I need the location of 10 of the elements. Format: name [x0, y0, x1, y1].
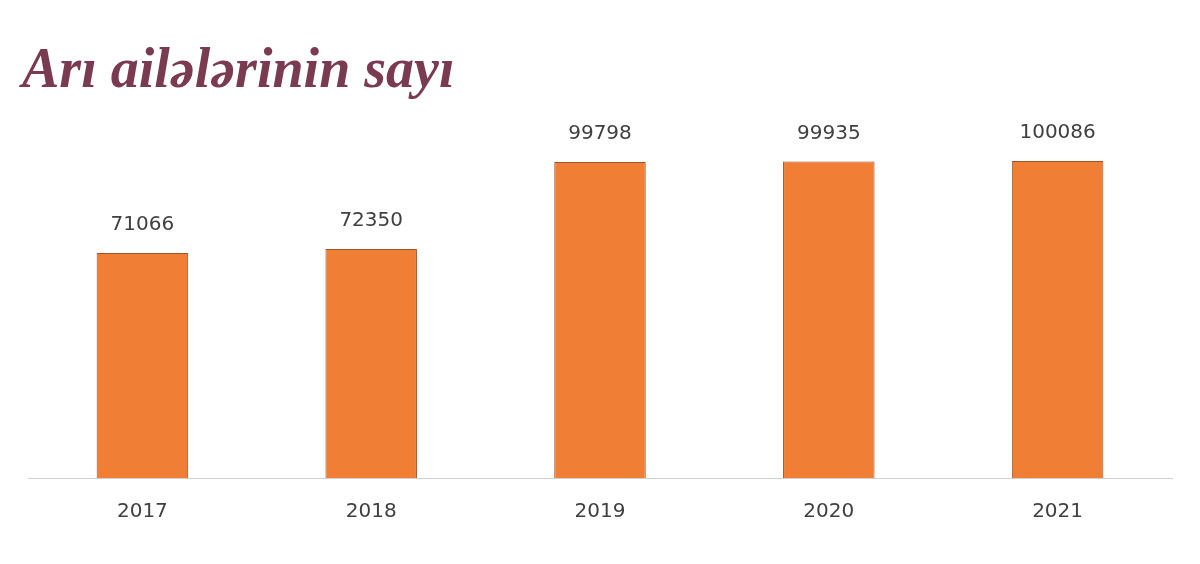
data-label: 72350 [339, 207, 404, 232]
data-label: 99935 [796, 119, 861, 144]
x-tick-label: 2017 [116, 498, 168, 523]
x-tick-label: 2019 [574, 498, 626, 523]
x-tick-label: 2021 [1032, 498, 1084, 523]
data-label: 100086 [1019, 119, 1096, 144]
data-label: 71066 [110, 211, 175, 236]
x-tick-label: 2018 [345, 498, 397, 523]
x-tick-label: 2020 [803, 498, 855, 523]
data-label: 99798 [568, 120, 632, 145]
